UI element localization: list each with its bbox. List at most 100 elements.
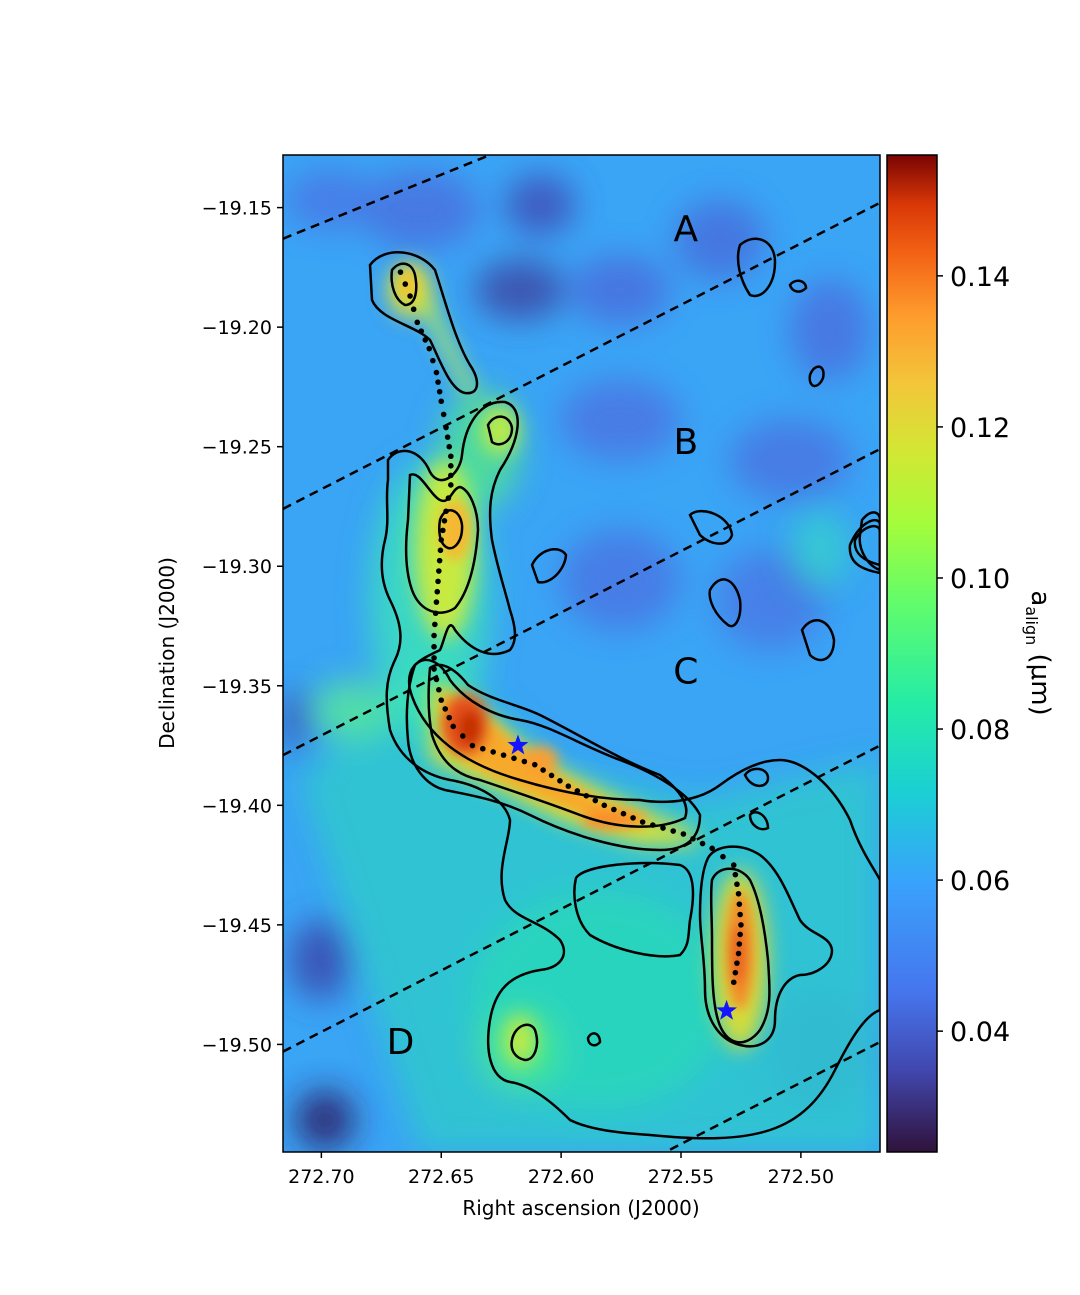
spine-dot (438, 537, 445, 543)
spine-dot (434, 588, 441, 595)
divider-line (283, 155, 494, 240)
star-marker (716, 999, 737, 1020)
spine-dot (730, 862, 737, 868)
divider-line (662, 1040, 880, 1152)
y-tick-label: −19.30 (202, 556, 272, 578)
spine-dot (732, 871, 739, 878)
spine-dot (490, 749, 496, 755)
spine-dot (732, 969, 739, 976)
spine-dot (426, 345, 433, 352)
star-marker (507, 734, 529, 755)
colorbar-tick-label: 0.12 (950, 413, 1010, 444)
y-tick-label: −19.25 (202, 437, 272, 459)
spine-dot (441, 518, 448, 524)
spine-dot (418, 328, 425, 334)
spine-dot (660, 825, 666, 831)
region-divider-lines (283, 155, 880, 1152)
x-tick-label: 272.50 (768, 1166, 834, 1188)
spine-dot (583, 792, 590, 799)
spine-dot (402, 281, 409, 287)
spine-dot (448, 472, 454, 479)
spine-dot (397, 269, 404, 275)
region-labels: A B C D (387, 209, 699, 1063)
spine-dot (469, 742, 476, 749)
dust-map-image (283, 155, 880, 1152)
spine-dot (630, 815, 636, 821)
spine-dot (557, 778, 563, 784)
spine-dot (479, 745, 486, 752)
spine-dot (438, 697, 445, 703)
spine-dot (734, 960, 740, 966)
divider-line (283, 447, 880, 757)
spine-dot (433, 369, 440, 376)
x-tick-label: 272.65 (408, 1166, 474, 1188)
x-axis-label: Right ascension (J2000) (462, 1196, 699, 1220)
spine-dot (592, 797, 599, 804)
colorbar-label: aalign (μm) (1022, 590, 1055, 715)
spine-dot (436, 686, 442, 693)
spine-dot (565, 783, 572, 789)
filament-spine (397, 269, 744, 986)
colorbar-label-main: a (1025, 590, 1055, 606)
colorbar-tick-label: 0.06 (950, 866, 1010, 897)
colorbar-axis: 0.04 0.06 0.08 0.10 0.12 0.14 (937, 262, 1010, 1048)
spine-dot (734, 881, 740, 888)
spine-dot (448, 453, 454, 460)
region-label: C (673, 651, 698, 692)
x-axis: 272.70 272.65 272.60 272.55 272.50 (288, 1152, 834, 1188)
spine-dot (445, 495, 452, 501)
spine-dot (574, 788, 581, 794)
spine-dot (620, 810, 627, 817)
y-axis-label: Declination (J2000) (155, 557, 179, 749)
spine-dot (540, 767, 546, 773)
spine-dot (431, 655, 437, 661)
spine-dot (460, 733, 466, 739)
spine-dot (639, 819, 646, 825)
spine-dot (730, 979, 737, 986)
spine-dot (735, 950, 742, 957)
spine-dot (436, 568, 442, 574)
y-tick-label: −19.50 (202, 1034, 272, 1056)
colorbar-tick-label: 0.04 (950, 1017, 1010, 1048)
x-tick-label: 272.55 (648, 1166, 714, 1188)
spine-dot (435, 578, 441, 585)
spine-dot (736, 941, 743, 947)
divider-line (283, 201, 880, 510)
spine-dot (738, 922, 744, 928)
spine-dot (709, 845, 715, 852)
region-label: B (673, 422, 698, 463)
colorbar-tick-label: 0.14 (950, 262, 1010, 293)
spine-dot (690, 835, 696, 842)
colorbar (886, 154, 938, 1153)
y-tick-label: −19.45 (202, 915, 272, 937)
spine-dot (521, 758, 528, 765)
spine-dot (436, 388, 443, 395)
divider-line (283, 744, 880, 1053)
spine-dot (446, 714, 453, 721)
spine-dot (431, 666, 437, 672)
spine-dot (443, 424, 449, 431)
y-tick-label: −19.20 (202, 317, 272, 339)
spine-dot (431, 643, 437, 650)
y-axis: −19.15 −19.20 −19.25 −19.30 −19.35 −19.40 −19.… (202, 198, 283, 1056)
spine-dot (437, 547, 444, 554)
spine-dot (448, 463, 454, 469)
spine-dot (670, 828, 677, 834)
spine-dot (432, 610, 439, 617)
protostar-markers (507, 734, 737, 1020)
spine-dot (435, 379, 441, 385)
spine-dot (500, 752, 507, 758)
y-tick-label: −19.15 (202, 198, 272, 220)
spine-dot (436, 557, 443, 564)
x-tick-label: 272.70 (288, 1166, 354, 1188)
spine-dot (448, 482, 454, 488)
colorbar-tick-label: 0.08 (950, 715, 1010, 746)
x-tick-label: 272.60 (528, 1166, 594, 1188)
spine-dot (438, 398, 445, 405)
spine-dot (650, 822, 656, 828)
spine-dot (737, 911, 743, 918)
region-label: A (673, 209, 698, 250)
spine-dot (720, 853, 726, 860)
y-tick-label: −19.35 (202, 676, 272, 698)
